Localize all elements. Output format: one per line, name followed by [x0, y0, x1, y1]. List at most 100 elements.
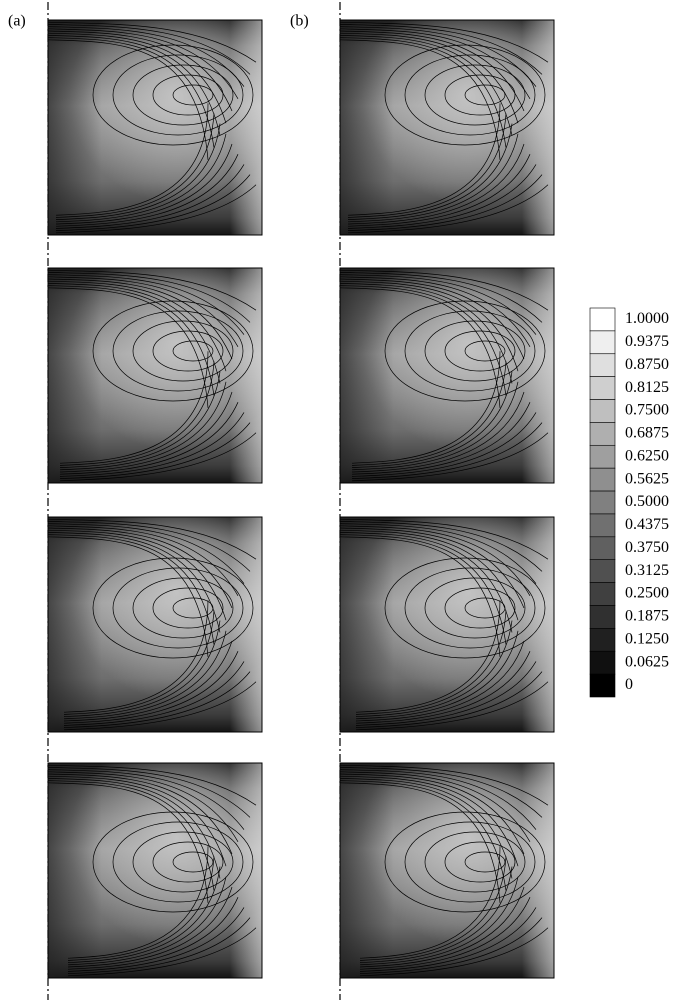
contour-line: [444, 587, 516, 629]
contour-line: [47, 523, 245, 584]
contour-line: [63, 671, 251, 728]
contour-line: [59, 371, 221, 468]
colorbar-tick-label: 0.0625: [625, 653, 669, 670]
colorbar-tick-label: 0.1875: [625, 608, 669, 625]
contour-line: [347, 113, 507, 218]
contour-line: [339, 278, 525, 360]
colorbar-swatch: [589, 628, 616, 652]
contour-line: [355, 620, 513, 717]
contour-line: [347, 133, 519, 223]
contour-line: [55, 164, 245, 229]
contour-line: [59, 361, 215, 466]
contour-line: [359, 917, 543, 974]
contour-panels: [47, 2, 555, 1000]
contour-line: [67, 897, 239, 970]
contour-line: [47, 21, 257, 63]
colorbar-tick-label: 1.0000: [625, 310, 669, 327]
contour-line: [47, 773, 233, 855]
contour-line: [47, 269, 257, 311]
contour-line: [339, 39, 501, 160]
contour-line: [55, 143, 233, 225]
panel-frame: [47, 19, 263, 236]
contour-line: [444, 74, 516, 116]
contour-line: [339, 287, 501, 408]
contour-line: [339, 529, 519, 621]
contour-panel: [47, 19, 263, 236]
contour-line: [355, 600, 501, 713]
colorbar-tick-label: 0.8750: [625, 356, 669, 373]
contour-line: [339, 274, 537, 335]
contour-line: [351, 361, 507, 466]
contour-line: [351, 402, 531, 475]
contour-line: [347, 103, 501, 216]
contour-line: [464, 84, 506, 106]
contour-line: [339, 527, 525, 609]
contour-line: [339, 272, 543, 323]
contour-line: [59, 432, 257, 482]
contour-line: [47, 534, 215, 645]
contour-line: [339, 32, 519, 124]
colorbar-tick-label: 0.2500: [625, 585, 669, 602]
contour-line: [112, 310, 244, 392]
contour-panel: [47, 516, 263, 733]
contour-line: [404, 54, 536, 136]
colorbar-swatch: [589, 605, 616, 629]
colorbar-swatch: [589, 513, 616, 538]
contour-line: [464, 597, 506, 619]
contour-line: [47, 769, 245, 830]
contour-line: [172, 84, 214, 106]
colorbar-tick-label: 0.5625: [625, 470, 669, 487]
colorbar-swatch: [589, 536, 616, 561]
colorbar-tick-label: 0: [625, 676, 633, 693]
contour-line: [67, 886, 233, 968]
contour-line: [355, 681, 549, 731]
contour-line: [152, 587, 224, 629]
contour-line: [351, 381, 519, 471]
contour-line: [47, 39, 209, 160]
contour-line: [55, 113, 215, 218]
colorbar-swatch: [589, 490, 616, 515]
panel-frame: [339, 267, 555, 484]
contour-line: [339, 767, 543, 818]
contour-line: [59, 402, 239, 475]
contour-line: [339, 764, 549, 806]
contour-line: [347, 143, 525, 225]
contour-line: [132, 64, 234, 126]
contour-line: [47, 518, 257, 560]
contour-line: [347, 123, 513, 220]
contour-line: [47, 272, 251, 323]
contour-line: [47, 274, 245, 335]
contour-line: [47, 280, 227, 372]
contour-line: [339, 782, 501, 903]
contour-line: [67, 927, 257, 977]
panel-label: (b): [290, 13, 309, 30]
contour-line: [55, 103, 209, 216]
contour-line: [359, 846, 501, 959]
contour-line: [55, 154, 239, 227]
contour-line: [132, 831, 234, 893]
colorbar-swatch: [589, 467, 616, 492]
contour-line: [404, 567, 536, 649]
contour-line: [47, 764, 257, 806]
contour-line: [47, 24, 251, 75]
contour-line: [339, 26, 537, 87]
colorbar-tick-label: 0.6250: [625, 447, 669, 464]
contour-line: [152, 74, 224, 116]
contour-line: [347, 184, 549, 234]
contour-line: [444, 841, 516, 883]
contour-line: [67, 856, 215, 961]
contour-line: [47, 529, 227, 621]
contour-line: [339, 21, 549, 63]
contour-line: [132, 577, 234, 639]
contour-line: [59, 422, 251, 479]
contour-line: [152, 841, 224, 883]
contour-line: [47, 778, 221, 879]
contour-line: [47, 536, 209, 657]
contour-line: [355, 671, 543, 728]
contour-line: [339, 523, 537, 584]
contour-line: [444, 330, 516, 372]
colorbar-swatch: [589, 399, 616, 423]
contour-line: [404, 310, 536, 392]
contour-line: [339, 24, 543, 75]
contour-line: [339, 283, 513, 384]
